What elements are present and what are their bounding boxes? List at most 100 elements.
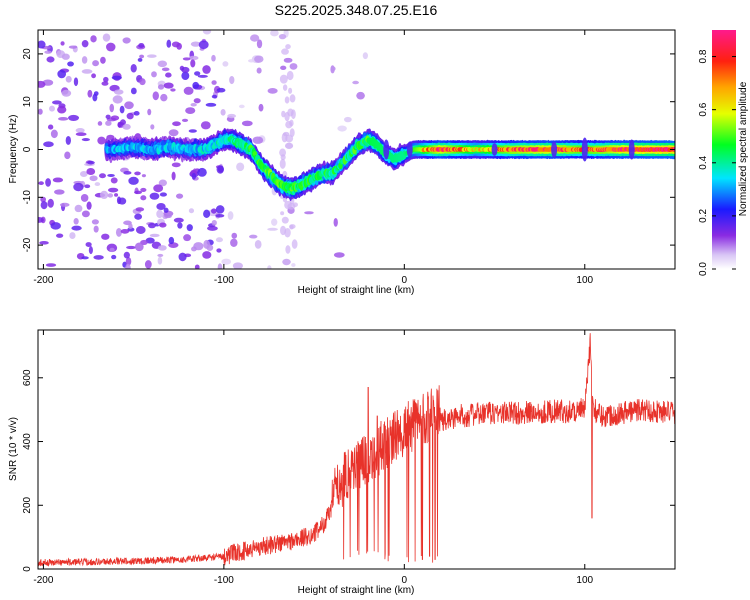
noise-speck [93,225,99,233]
noise-speck [181,118,189,123]
noise-speck [157,84,165,90]
noise-speck [241,120,253,127]
noise-speck [205,102,217,107]
snr-series-line [38,333,675,567]
noise-speck [202,65,211,74]
noise-speck [134,190,142,195]
noise-speck [52,177,64,183]
noise-speck [258,103,264,112]
noise-speck [216,165,224,174]
noise-speck [92,93,98,102]
noise-speck [200,121,211,130]
noise-speck [285,245,291,254]
noise-speck [86,167,96,176]
noise-speck [175,193,184,199]
spectrogram-image [38,30,675,269]
noise-speck [80,193,89,202]
noise-speck [119,119,126,126]
noise-speck [157,245,167,251]
snr-panel: -200 -100 0 100 0 200 400 600 Height of straig… [8,329,676,596]
snr-y-axis: 0 200 400 600 [22,369,675,572]
noise-speck [289,119,294,127]
noise-speck [267,88,278,94]
noise-speck [232,262,243,269]
noise-speck [138,42,145,49]
ridge-cell [252,151,258,156]
noise-speck [85,242,92,248]
noise-speck [190,41,201,47]
noise-speck [57,69,67,79]
noise-speck [271,218,278,226]
noise-speck [111,254,117,260]
noise-speck [156,202,166,211]
noise-speck [197,167,207,177]
x-tick-label: 100 [576,275,593,286]
noise-speck [44,50,52,54]
noise-speck [134,213,143,220]
x-tick-label: -200 [33,575,53,586]
noise-speck [134,242,144,252]
noise-speck [100,190,109,200]
noise-speck [152,91,159,101]
noise-speck [254,55,264,63]
noise-speck [304,211,314,215]
noise-speck [67,61,74,67]
noise-speck [140,187,147,192]
noise-speck [124,101,134,110]
noise-speck [249,234,258,239]
noise-speck [89,175,98,182]
noise-speck [128,223,133,230]
noise-speck [157,256,163,265]
noise-speck [178,252,187,262]
noise-speck [92,60,99,67]
noise-speck [281,132,288,143]
spectrogram-y-label: Frequency (Hz) [8,115,19,184]
noise-speck [181,71,190,81]
noise-speck [126,245,136,250]
noise-speck [68,45,78,49]
noise-speck [267,265,272,269]
noise-speck [190,59,196,68]
noise-speck [134,171,141,176]
colorbar-gradient [712,30,736,269]
noise-speck [333,218,338,227]
noise-speck [250,34,260,42]
noise-speck [191,246,197,252]
noise-speck [188,208,195,214]
y-tick-label: 0 [22,146,33,152]
noise-speck [38,217,44,223]
noise-speck [215,237,223,243]
noise-speck [54,189,65,195]
noise-speck [211,80,217,85]
noise-speck [168,129,179,137]
colorbar-tick-label: 0.0 [698,262,709,276]
noise-speck [57,105,67,114]
ridge-blip [551,141,558,158]
noise-speck [73,77,79,87]
noise-speck [229,75,235,85]
noise-speck [165,72,172,78]
noise-speck [73,182,84,192]
noise-speck [330,66,336,71]
noise-speck [149,233,160,238]
noise-speck [91,73,96,79]
noise-speck [81,138,90,142]
noise-speck [220,109,226,116]
noise-speck [45,263,57,267]
noise-speck [215,213,225,218]
noise-speck [108,187,119,193]
noise-speck [40,196,47,203]
noise-speck [64,151,71,160]
noise-speck [280,211,285,216]
noise-speck [86,201,92,210]
noise-speck [101,81,109,86]
noise-speck [114,193,119,197]
noise-speck [109,247,115,253]
ridge-blip [628,139,635,160]
noise-speck [216,248,222,253]
noise-speck [61,53,70,60]
noise-speck [119,105,125,114]
noise-speck [289,63,298,70]
noise-speck [164,214,172,219]
